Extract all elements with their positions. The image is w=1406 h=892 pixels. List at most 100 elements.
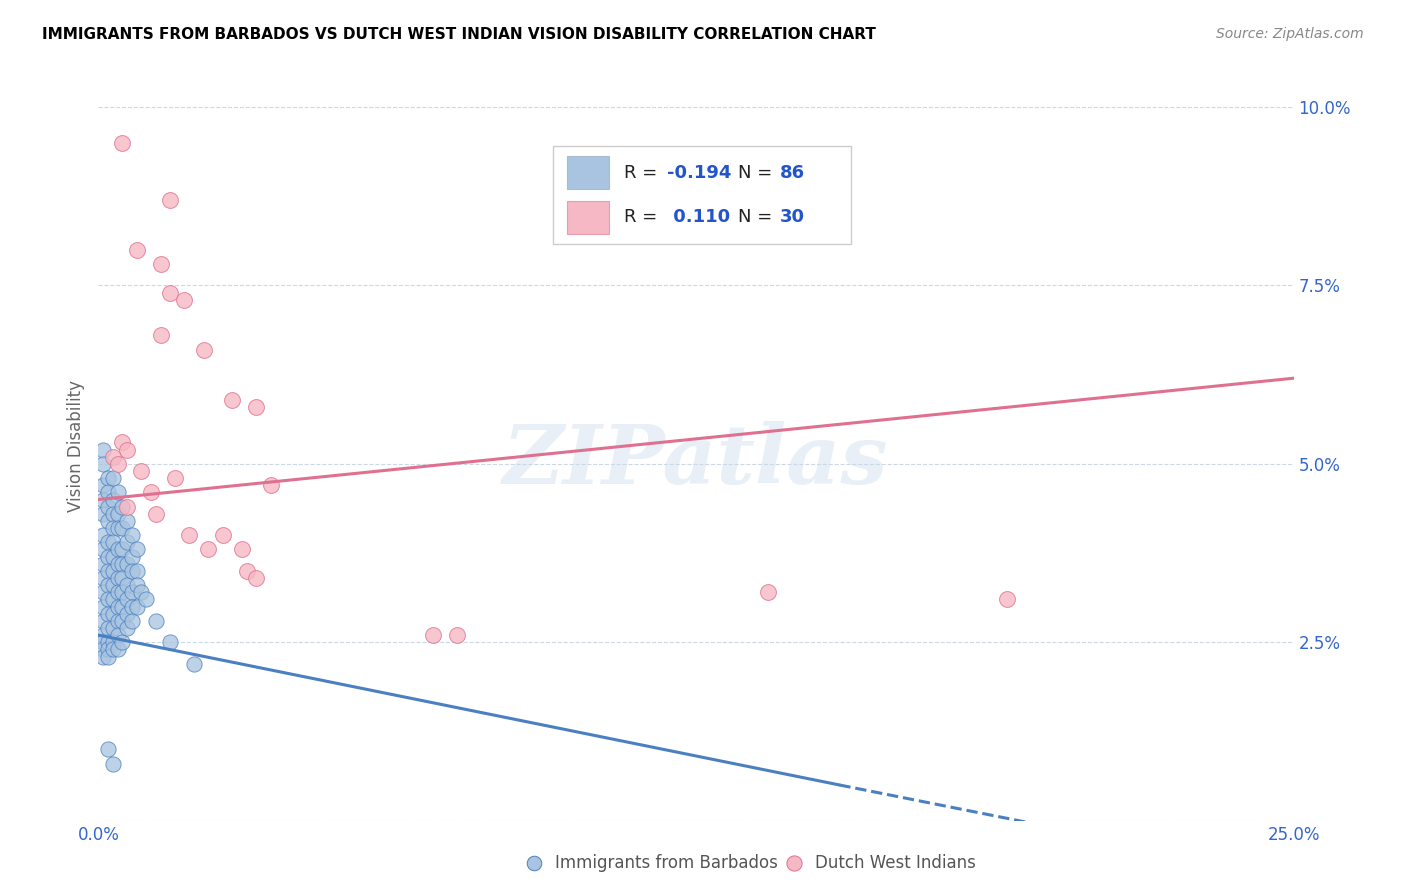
Point [97, 592, 120, 607]
Point [97, 549, 120, 564]
Point [91, 542, 114, 557]
Point [245, 400, 267, 414]
Point [107, 485, 129, 500]
Point [125, 542, 148, 557]
Point [115, 514, 138, 528]
Point [159, 285, 181, 300]
Point [91, 599, 114, 614]
Text: R =: R = [624, 209, 664, 227]
Y-axis label: Vision Disability: Vision Disability [66, 380, 84, 512]
Point [97, 500, 120, 514]
Point [107, 642, 129, 657]
Point [131, 585, 153, 599]
Point [101, 642, 124, 657]
Point [107, 585, 129, 599]
Point [97, 485, 120, 500]
Point [107, 614, 129, 628]
Text: Source: ZipAtlas.com: Source: ZipAtlas.com [1216, 27, 1364, 41]
Text: R =: R = [624, 163, 664, 181]
Point [446, 628, 468, 642]
Point [91, 557, 114, 571]
Point [97, 514, 120, 528]
Point [107, 457, 129, 471]
Point [111, 599, 134, 614]
Point [125, 243, 148, 257]
Point [235, 564, 257, 578]
Text: 86: 86 [780, 163, 804, 181]
Point [91, 635, 114, 649]
Point [91, 478, 114, 492]
Point [145, 614, 167, 628]
Text: 0.110: 0.110 [668, 209, 730, 227]
Point [111, 557, 134, 571]
Point [97, 649, 120, 664]
Point [115, 607, 138, 621]
Point [111, 542, 134, 557]
Point [91, 628, 114, 642]
Point [111, 571, 134, 585]
Point [193, 343, 215, 357]
Point [101, 549, 124, 564]
Point [97, 535, 120, 549]
Point [121, 585, 143, 599]
Point [107, 557, 129, 571]
Point [111, 585, 134, 599]
Text: ZIPatlas: ZIPatlas [503, 421, 889, 501]
Point [91, 642, 114, 657]
Point [121, 549, 143, 564]
Text: N =: N = [738, 163, 778, 181]
Point [101, 521, 124, 535]
Point [125, 578, 148, 592]
Point [125, 564, 148, 578]
Bar [567, 155, 609, 189]
Point [145, 507, 167, 521]
Point [111, 136, 134, 150]
Point [245, 571, 267, 585]
Text: 30: 30 [780, 209, 804, 227]
Point [125, 599, 148, 614]
Point [115, 592, 138, 607]
Point [231, 542, 253, 557]
Point [149, 328, 172, 343]
Point [101, 621, 124, 635]
Point [111, 635, 134, 649]
Point [97, 642, 120, 657]
FancyBboxPatch shape [553, 146, 852, 244]
Point [101, 578, 124, 592]
Point [197, 542, 219, 557]
Point [756, 585, 779, 599]
Point [111, 614, 134, 628]
Point [91, 614, 114, 628]
Point [221, 392, 243, 407]
Point [121, 528, 143, 542]
Point [121, 564, 143, 578]
Point [91, 649, 114, 664]
Point [101, 450, 124, 464]
Point [121, 614, 143, 628]
Point [101, 471, 124, 485]
Point [159, 193, 181, 207]
Point [97, 621, 120, 635]
Point [97, 607, 120, 621]
Point [115, 621, 138, 635]
Text: Dutch West Indians: Dutch West Indians [815, 855, 976, 872]
Point [97, 742, 120, 756]
Point [163, 471, 186, 485]
Point [115, 557, 138, 571]
Point [97, 578, 120, 592]
Text: IMMIGRANTS FROM BARBADOS VS DUTCH WEST INDIAN VISION DISABILITY CORRELATION CHAR: IMMIGRANTS FROM BARBADOS VS DUTCH WEST I… [42, 27, 876, 42]
Point [131, 464, 153, 478]
Point [91, 585, 114, 599]
Point [107, 542, 129, 557]
Text: Immigrants from Barbados: Immigrants from Barbados [555, 855, 779, 872]
Point [159, 635, 181, 649]
Point [91, 457, 114, 471]
Point [101, 564, 124, 578]
Point [149, 257, 172, 271]
Text: -0.194: -0.194 [668, 163, 731, 181]
Point [183, 657, 205, 671]
Point [121, 599, 143, 614]
Point [101, 535, 124, 549]
Point [995, 592, 1018, 607]
Point [107, 571, 129, 585]
